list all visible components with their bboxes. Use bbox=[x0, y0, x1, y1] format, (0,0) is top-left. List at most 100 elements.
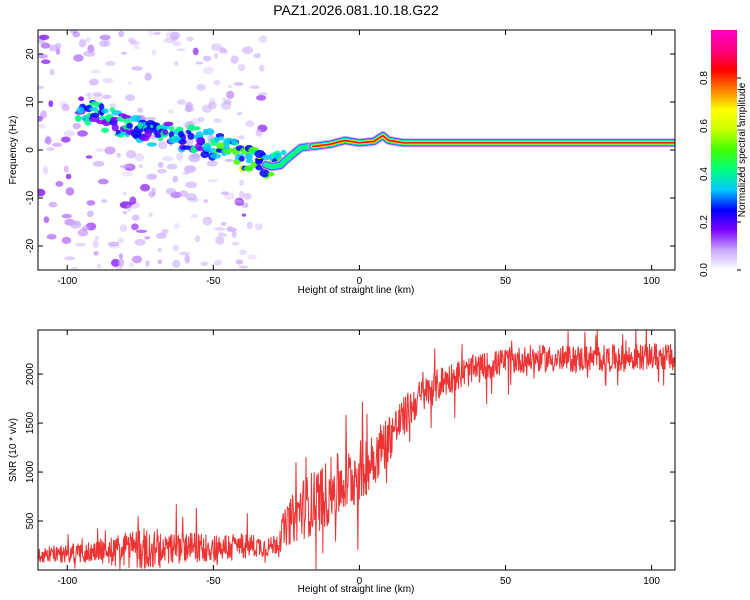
snr-y-tick-label: 2000 bbox=[25, 363, 36, 386]
snr-x-tick-label: 100 bbox=[643, 576, 660, 587]
spectrogram-noise-blob bbox=[61, 104, 70, 112]
spectrogram-noise-blob bbox=[253, 53, 261, 59]
spectrogram-noise-blob bbox=[239, 249, 247, 256]
colorbar-tick-label: 0.6 bbox=[699, 119, 710, 133]
colorbar-tick-label: 0.4 bbox=[699, 167, 710, 181]
spectrogram-noise-blob bbox=[172, 259, 181, 268]
spectrogram-ridge-blob bbox=[280, 149, 287, 156]
spectrogram-noise-blob bbox=[107, 241, 120, 247]
spectrogram-noise-blob bbox=[196, 83, 206, 91]
spectrogram-noise-blob bbox=[64, 256, 75, 261]
spectrogram-noise-blob bbox=[226, 90, 235, 100]
spectrogram-ridge-blob bbox=[233, 158, 241, 165]
spectrogram-noise-blob bbox=[213, 79, 221, 86]
spectrogram-noise-blob bbox=[109, 103, 117, 108]
spectrogram-noise-blob bbox=[78, 39, 87, 48]
spectrogram-noise-blob bbox=[176, 152, 184, 161]
spectrogram-noise-blob bbox=[192, 47, 199, 56]
spectrogram-noise-blob bbox=[77, 229, 89, 237]
spectrogram-ridge-blob bbox=[101, 108, 109, 114]
spectrogram-noise-blob bbox=[128, 39, 137, 44]
spectrogram-noise-blob bbox=[166, 163, 178, 170]
spectrogram-noise-blob bbox=[209, 97, 216, 107]
spectrogram-noise-blob bbox=[148, 30, 154, 37]
spectrogram-ridge-blob bbox=[187, 132, 195, 140]
spectrogram-x-tick-label: 0 bbox=[357, 276, 363, 287]
spectrogram-noise-blob bbox=[220, 221, 227, 226]
spectrogram-noise-blob bbox=[38, 53, 48, 59]
spectrogram-noise-blob bbox=[178, 251, 191, 256]
spectrogram-x-tick-label: -100 bbox=[57, 276, 77, 287]
spectrogram-noise-blob bbox=[61, 236, 72, 244]
spectrogram-noise-blob bbox=[81, 225, 90, 231]
snr-x-tick-label: -100 bbox=[57, 576, 77, 587]
spectrogram-noise-blob bbox=[146, 173, 158, 180]
spectrogram-noise-blob bbox=[230, 55, 239, 64]
spectrogram-noise-blob bbox=[134, 153, 145, 162]
spectrogram-ridge-blob bbox=[190, 126, 201, 131]
spectrogram-noise-blob bbox=[163, 38, 176, 43]
spectrogram-ridge-blob bbox=[180, 133, 186, 142]
spectrogram-ridge-blob bbox=[254, 149, 266, 158]
spectrogram-noise-blob bbox=[172, 244, 180, 252]
spectrogram-ridge bbox=[261, 131, 675, 172]
spectrogram-noise-blob bbox=[44, 135, 50, 143]
spectrogram-noise-blob bbox=[153, 31, 161, 36]
spectrogram-noise-blob bbox=[46, 147, 55, 151]
spectrogram-noise-blob bbox=[203, 199, 208, 203]
spectrogram-noise-blob bbox=[137, 107, 143, 113]
spectrogram-noise-blob bbox=[256, 94, 267, 101]
spectrogram-ridge-blob bbox=[144, 130, 152, 138]
spectrogram-ridge-blob bbox=[146, 142, 157, 147]
spectrogram-y-ticks: 20 10 0 -10 -20 bbox=[25, 48, 675, 253]
spectrogram-noise-blob bbox=[155, 232, 167, 239]
spectrogram-noise-blob bbox=[49, 68, 55, 76]
spectrogram-noise-blob bbox=[233, 81, 244, 86]
spectrogram-noise-blob bbox=[85, 155, 93, 159]
spectrogram-ridge-blob bbox=[111, 123, 119, 132]
spectrogram-noise-blob bbox=[70, 30, 78, 34]
spectrogram-noise-blob bbox=[245, 120, 255, 128]
spectrogram-noise-blob bbox=[185, 104, 193, 113]
spectrogram-noise-blob bbox=[174, 61, 179, 66]
spectrogram-noise-blob bbox=[226, 227, 237, 233]
spectrogram-noise-blob bbox=[99, 40, 108, 47]
spectrogram-noise-blob bbox=[75, 242, 86, 247]
spectrogram-ridge-blob bbox=[216, 142, 227, 150]
spectrogram-ridge-blob bbox=[99, 115, 105, 121]
spectrogram-noise-blob bbox=[105, 60, 116, 67]
spectrogram-noise-blob bbox=[172, 40, 182, 47]
spectrogram-ridge-blob bbox=[267, 171, 275, 177]
spectrogram-noise-blob bbox=[38, 116, 43, 122]
spectrogram-ridge-blob bbox=[217, 136, 225, 141]
spectrogram-noise-blob bbox=[246, 221, 253, 229]
spectrogram-noise-blob bbox=[38, 85, 45, 90]
colorbar: 0.0 0.2 0.4 0.6 0.8 Normalized spectral ampl… bbox=[699, 30, 748, 277]
spectrogram-noise-blob bbox=[182, 171, 190, 175]
spectrogram-noise-blob bbox=[242, 192, 252, 200]
spectrogram-noise-blob bbox=[190, 214, 198, 218]
spectrogram-noise-blob bbox=[211, 43, 223, 52]
spectrogram-noise-blob bbox=[214, 53, 218, 59]
spectrogram-noise-blob bbox=[131, 214, 140, 221]
spectrogram-noise-blob bbox=[241, 213, 246, 217]
spectrogram-noise-blob bbox=[241, 46, 254, 55]
spectrogram-noise-blob bbox=[235, 259, 244, 265]
colorbar-gradient bbox=[711, 30, 737, 270]
spectrogram-noise-blob bbox=[144, 236, 151, 240]
spectrogram-noise-blob bbox=[170, 36, 179, 41]
spectrogram-noise-blob bbox=[87, 210, 94, 218]
spectrogram-noise-blob bbox=[104, 146, 116, 155]
spectrogram-noise-blob bbox=[218, 233, 228, 237]
spectrogram-noise-blob bbox=[38, 188, 46, 197]
spectrogram-noise-blob bbox=[131, 223, 139, 231]
spectrogram-y-tick-label: -20 bbox=[25, 238, 36, 253]
spectrogram-noise-blob bbox=[232, 241, 240, 246]
spectrogram-ridge-blob bbox=[126, 122, 133, 129]
spectrogram-noise-blob bbox=[170, 31, 181, 40]
spectrogram-noise-blob bbox=[195, 61, 204, 65]
spectrogram-noise-blob bbox=[184, 254, 190, 264]
spectrogram-noise-blob bbox=[202, 55, 212, 62]
spectrogram-noise-blob bbox=[238, 265, 249, 269]
spectrogram-noise-blob bbox=[118, 30, 125, 38]
